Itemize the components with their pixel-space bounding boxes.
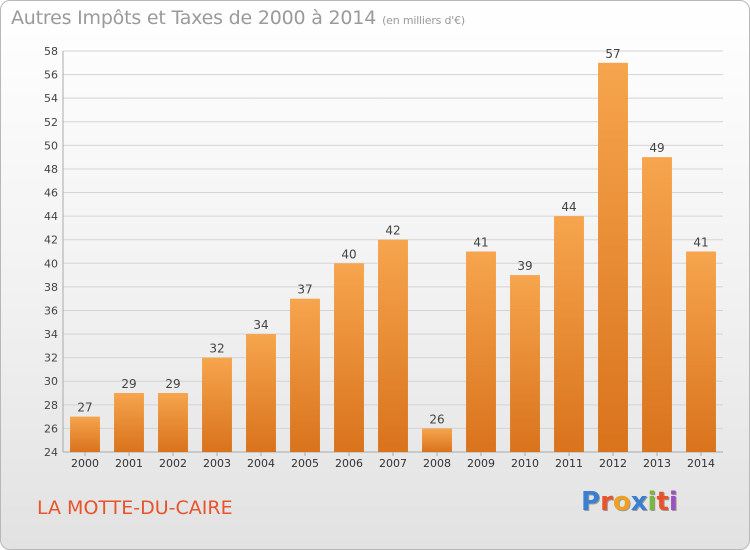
y-tick-label: 36 xyxy=(44,304,58,317)
y-tick-label: 44 xyxy=(44,210,58,223)
x-tick-label: 2012 xyxy=(599,457,627,470)
y-tick-label: 56 xyxy=(44,69,58,82)
value-label: 41 xyxy=(473,236,488,250)
y-tick-label: 26 xyxy=(44,422,58,435)
y-tick-label: 52 xyxy=(44,116,58,129)
logo-letter: t xyxy=(656,487,669,517)
y-axis: 24 26 28 30 32 34 36 38 40 42 44 46 48 50 52 54 56 58 xyxy=(44,45,723,459)
title-unit: (en milliers d'€) xyxy=(382,14,465,27)
bar-2007 xyxy=(378,239,408,452)
bar-2004 xyxy=(246,334,276,452)
value-label: 32 xyxy=(209,342,224,356)
x-tick-label: 2007 xyxy=(379,457,407,470)
bar-2013 xyxy=(642,157,672,452)
bar-2005 xyxy=(290,298,320,452)
x-tick-label: 2013 xyxy=(643,457,671,470)
bar-2003 xyxy=(202,357,232,452)
bar-2010 xyxy=(510,275,540,452)
value-label: 34 xyxy=(253,318,268,332)
x-tick-label: 2000 xyxy=(71,457,99,470)
y-tick-label: 50 xyxy=(44,139,58,152)
y-tick-label: 46 xyxy=(44,187,58,200)
logo-letter: o xyxy=(612,487,631,517)
y-tick-label: 32 xyxy=(44,352,58,365)
place-name: LA MOTTE-DU-CAIRE xyxy=(37,497,233,519)
x-tick-label: 2002 xyxy=(159,457,187,470)
logo-letter: x xyxy=(630,487,648,517)
value-label: 40 xyxy=(341,247,356,261)
x-tick-label: 2011 xyxy=(555,457,583,470)
logo-letter: i xyxy=(647,487,657,517)
proxiti-logo[interactable]: Proxiti xyxy=(581,487,678,517)
x-tick-label: 2005 xyxy=(291,457,319,470)
title-text: Autres Impôts et Taxes de 2000 à 2014 xyxy=(11,7,377,29)
x-tick-label: 2006 xyxy=(335,457,363,470)
bar-2012 xyxy=(598,62,628,452)
bar-2006 xyxy=(334,263,364,452)
value-label: 41 xyxy=(693,236,708,250)
bars: 27 29 29 32 34 37 40 42 26 41 39 44 57 49 41 xyxy=(70,47,716,452)
bar-2000 xyxy=(70,416,100,452)
y-tick-label: 40 xyxy=(44,257,58,270)
value-label: 26 xyxy=(429,412,444,426)
x-tick-label: 2001 xyxy=(115,457,143,470)
value-label: 29 xyxy=(121,377,136,391)
bar-2001 xyxy=(114,393,144,452)
x-axis: 2000 2001 2002 2003 2004 2005 2006 2007 2008 2009… xyxy=(71,452,715,470)
bar-2009 xyxy=(466,251,496,452)
value-label: 42 xyxy=(385,224,400,238)
bar-2002 xyxy=(158,393,188,452)
y-tick-label: 28 xyxy=(44,399,58,412)
y-tick-label: 42 xyxy=(44,234,58,247)
y-tick-label: 54 xyxy=(44,92,58,105)
value-label: 39 xyxy=(517,259,532,273)
value-label: 57 xyxy=(605,47,620,61)
value-label: 44 xyxy=(561,200,576,214)
x-tick-label: 2004 xyxy=(247,457,275,470)
y-tick-label: 58 xyxy=(44,45,58,58)
y-tick-label: 34 xyxy=(44,328,58,341)
y-tick-label: 30 xyxy=(44,375,58,388)
value-label: 29 xyxy=(165,377,180,391)
x-tick-label: 2014 xyxy=(687,457,715,470)
logo-letter: P xyxy=(581,487,601,517)
bar-2011 xyxy=(554,216,584,452)
value-label: 49 xyxy=(649,141,664,155)
logo-letter: r xyxy=(600,487,613,517)
y-tick-label: 48 xyxy=(44,163,58,176)
y-tick-label: 38 xyxy=(44,281,58,294)
value-label: 37 xyxy=(297,283,312,297)
value-label: 27 xyxy=(77,401,92,415)
x-tick-label: 2008 xyxy=(423,457,451,470)
chart-title: Autres Impôts et Taxes de 2000 à 2014 (en… xyxy=(11,7,465,29)
x-tick-label: 2009 xyxy=(467,457,495,470)
logo-letter: i xyxy=(668,487,678,517)
bar-2008 xyxy=(422,428,452,452)
y-tick-label: 24 xyxy=(44,446,58,459)
x-tick-label: 2003 xyxy=(203,457,231,470)
bar-2014 xyxy=(686,251,716,452)
x-tick-label: 2010 xyxy=(511,457,539,470)
